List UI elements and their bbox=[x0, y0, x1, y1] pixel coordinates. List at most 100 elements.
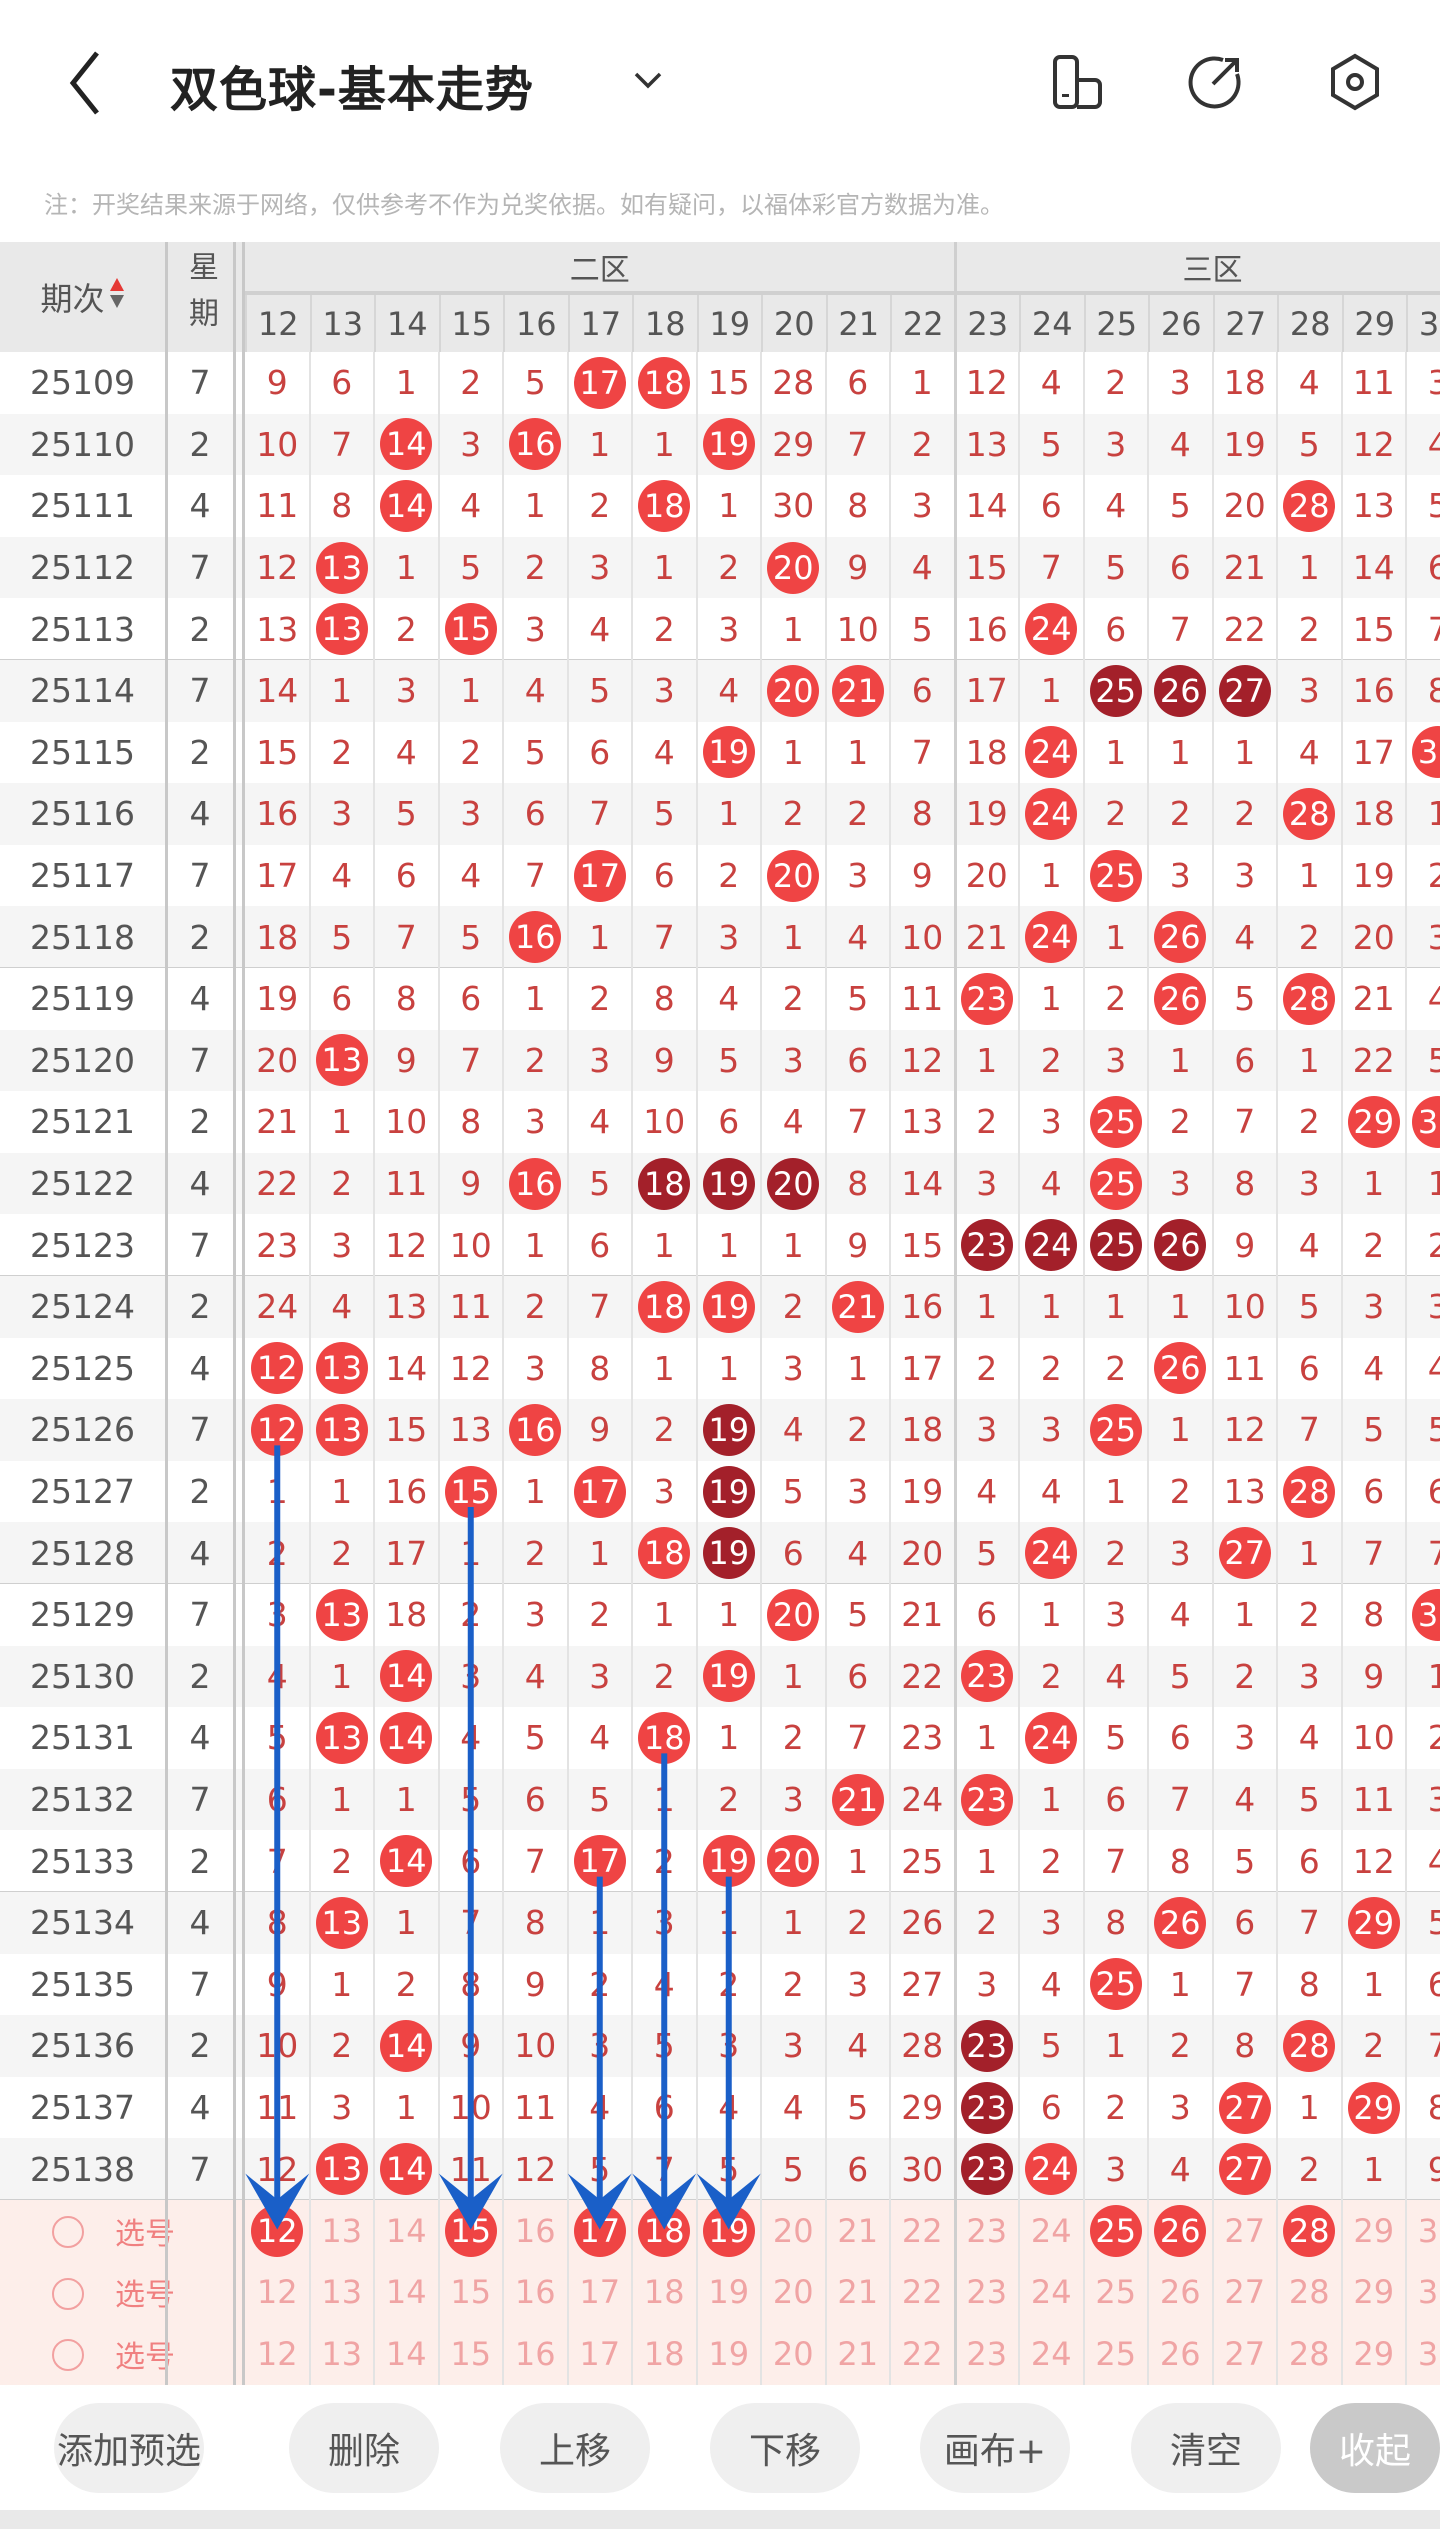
select-cell-26[interactable]: 26 bbox=[1148, 2262, 1213, 2324]
select-cell-26[interactable]: 26 bbox=[1148, 2200, 1213, 2262]
picked-ball[interactable]: 17 bbox=[573, 2204, 626, 2257]
pick-option[interactable]: 13 bbox=[321, 2211, 363, 2250]
phone-layout-icon[interactable] bbox=[1050, 52, 1110, 112]
action-button-6[interactable]: 收起 bbox=[1310, 2403, 1440, 2493]
select-cell-24[interactable]: 24 bbox=[1019, 2262, 1084, 2324]
pick-option[interactable]: 22 bbox=[901, 2334, 943, 2373]
select-cell-22[interactable]: 22 bbox=[890, 2262, 955, 2324]
share-icon[interactable] bbox=[1185, 52, 1245, 112]
select-cell-15[interactable]: 15 bbox=[439, 2262, 504, 2324]
pick-option[interactable]: 20 bbox=[772, 2273, 814, 2312]
select-cell-12[interactable]: 12 bbox=[245, 2262, 310, 2324]
page-title[interactable]: 双色球-基本走势 bbox=[170, 62, 534, 118]
picked-ball[interactable]: 25 bbox=[1089, 2204, 1142, 2257]
pick-option[interactable]: 14 bbox=[385, 2334, 427, 2373]
picked-ball[interactable]: 26 bbox=[1154, 2204, 1207, 2257]
pick-option[interactable]: 13 bbox=[321, 2334, 363, 2373]
select-cell-30[interactable]: 30 bbox=[1406, 2323, 1440, 2385]
select-cell-25[interactable]: 25 bbox=[1084, 2323, 1149, 2385]
select-cell-19[interactable]: 19 bbox=[697, 2262, 762, 2324]
select-cell-13[interactable]: 13 bbox=[310, 2262, 375, 2324]
select-cell-29[interactable]: 29 bbox=[1342, 2262, 1407, 2324]
select-cell-15[interactable]: 15 bbox=[439, 2323, 504, 2385]
pick-option[interactable]: 30 bbox=[1417, 2334, 1440, 2373]
chevron-down-icon[interactable] bbox=[628, 60, 668, 100]
select-cell-27[interactable]: 27 bbox=[1213, 2262, 1278, 2324]
select-cell-18[interactable]: 18 bbox=[632, 2262, 697, 2324]
pick-option[interactable]: 20 bbox=[772, 2211, 814, 2250]
select-cell-28[interactable]: 28 bbox=[1277, 2200, 1342, 2262]
select-cell-23[interactable]: 23 bbox=[955, 2200, 1020, 2262]
select-cell-14[interactable]: 14 bbox=[374, 2200, 439, 2262]
select-cell-14[interactable]: 14 bbox=[374, 2323, 439, 2385]
pick-option[interactable]: 26 bbox=[1159, 2334, 1201, 2373]
pick-option[interactable]: 29 bbox=[1353, 2211, 1395, 2250]
pick-option[interactable]: 29 bbox=[1353, 2273, 1395, 2312]
select-cell-27[interactable]: 27 bbox=[1213, 2200, 1278, 2262]
select-cell-18[interactable]: 18 bbox=[632, 2323, 697, 2385]
select-label[interactable]: 选号 bbox=[115, 2278, 175, 2314]
select-cell-16[interactable]: 16 bbox=[503, 2262, 568, 2324]
select-cell-23[interactable]: 23 bbox=[955, 2262, 1020, 2324]
select-cell-28[interactable]: 28 bbox=[1277, 2262, 1342, 2324]
action-button-5[interactable]: 清空 bbox=[1131, 2403, 1281, 2493]
select-cell-19[interactable]: 19 bbox=[697, 2200, 762, 2262]
pick-option[interactable]: 22 bbox=[901, 2211, 943, 2250]
pick-option[interactable]: 27 bbox=[1224, 2334, 1266, 2373]
pick-option[interactable]: 14 bbox=[385, 2211, 427, 2250]
select-cell-17[interactable]: 17 bbox=[568, 2323, 633, 2385]
period-header[interactable]: 期次 bbox=[0, 242, 165, 352]
picked-ball[interactable]: 15 bbox=[444, 2204, 497, 2257]
back-icon[interactable] bbox=[55, 45, 115, 120]
select-radio[interactable] bbox=[52, 2339, 84, 2372]
pick-option[interactable]: 15 bbox=[450, 2273, 492, 2312]
pick-option[interactable]: 23 bbox=[966, 2211, 1008, 2250]
pick-option[interactable]: 27 bbox=[1224, 2211, 1266, 2250]
pick-option[interactable]: 17 bbox=[579, 2334, 621, 2373]
pick-option[interactable]: 24 bbox=[1030, 2334, 1072, 2373]
select-cell-21[interactable]: 21 bbox=[826, 2323, 891, 2385]
select-cell-13[interactable]: 13 bbox=[310, 2323, 375, 2385]
select-cell-28[interactable]: 28 bbox=[1277, 2323, 1342, 2385]
select-cell-17[interactable]: 17 bbox=[568, 2200, 633, 2262]
select-cell-25[interactable]: 25 bbox=[1084, 2200, 1149, 2262]
picked-ball[interactable]: 18 bbox=[638, 2204, 691, 2257]
select-cell-23[interactable]: 23 bbox=[955, 2323, 1020, 2385]
pick-option[interactable]: 17 bbox=[579, 2273, 621, 2312]
pick-option[interactable]: 16 bbox=[514, 2273, 556, 2312]
pick-option[interactable]: 21 bbox=[837, 2211, 879, 2250]
picked-ball[interactable]: 28 bbox=[1283, 2204, 1336, 2257]
select-cell-16[interactable]: 16 bbox=[503, 2200, 568, 2262]
pick-option[interactable]: 20 bbox=[772, 2334, 814, 2373]
select-label[interactable]: 选号 bbox=[115, 2216, 175, 2252]
pick-option[interactable]: 29 bbox=[1353, 2334, 1395, 2373]
select-cell-12[interactable]: 12 bbox=[245, 2200, 310, 2262]
pick-option[interactable]: 13 bbox=[321, 2273, 363, 2312]
select-cell-18[interactable]: 18 bbox=[632, 2200, 697, 2262]
pick-option[interactable]: 19 bbox=[708, 2273, 750, 2312]
select-cell-30[interactable]: 30 bbox=[1406, 2200, 1440, 2262]
pick-option[interactable]: 26 bbox=[1159, 2273, 1201, 2312]
pick-option[interactable]: 18 bbox=[643, 2273, 685, 2312]
select-cell-21[interactable]: 21 bbox=[826, 2262, 891, 2324]
select-cell-19[interactable]: 19 bbox=[697, 2323, 762, 2385]
pick-option[interactable]: 28 bbox=[1288, 2273, 1330, 2312]
select-label[interactable]: 选号 bbox=[115, 2339, 175, 2375]
pick-option[interactable]: 24 bbox=[1030, 2211, 1072, 2250]
select-cell-20[interactable]: 20 bbox=[761, 2323, 826, 2385]
select-cell-27[interactable]: 27 bbox=[1213, 2323, 1278, 2385]
select-radio[interactable] bbox=[52, 2277, 84, 2310]
action-button-4[interactable]: 画布+ bbox=[920, 2403, 1070, 2493]
pick-option[interactable]: 30 bbox=[1417, 2273, 1440, 2312]
action-button-3[interactable]: 下移 bbox=[710, 2403, 860, 2493]
sort-up-down-icon[interactable] bbox=[109, 276, 125, 318]
select-cell-30[interactable]: 30 bbox=[1406, 2262, 1440, 2324]
action-button-0[interactable]: 添加预选 bbox=[54, 2403, 204, 2493]
select-cell-29[interactable]: 29 bbox=[1342, 2323, 1407, 2385]
picked-ball[interactable]: 12 bbox=[251, 2204, 304, 2257]
select-cell-24[interactable]: 24 bbox=[1019, 2200, 1084, 2262]
pick-option[interactable]: 25 bbox=[1095, 2273, 1137, 2312]
select-cell-20[interactable]: 20 bbox=[761, 2262, 826, 2324]
select-cell-17[interactable]: 17 bbox=[568, 2262, 633, 2324]
select-cell-25[interactable]: 25 bbox=[1084, 2262, 1149, 2324]
